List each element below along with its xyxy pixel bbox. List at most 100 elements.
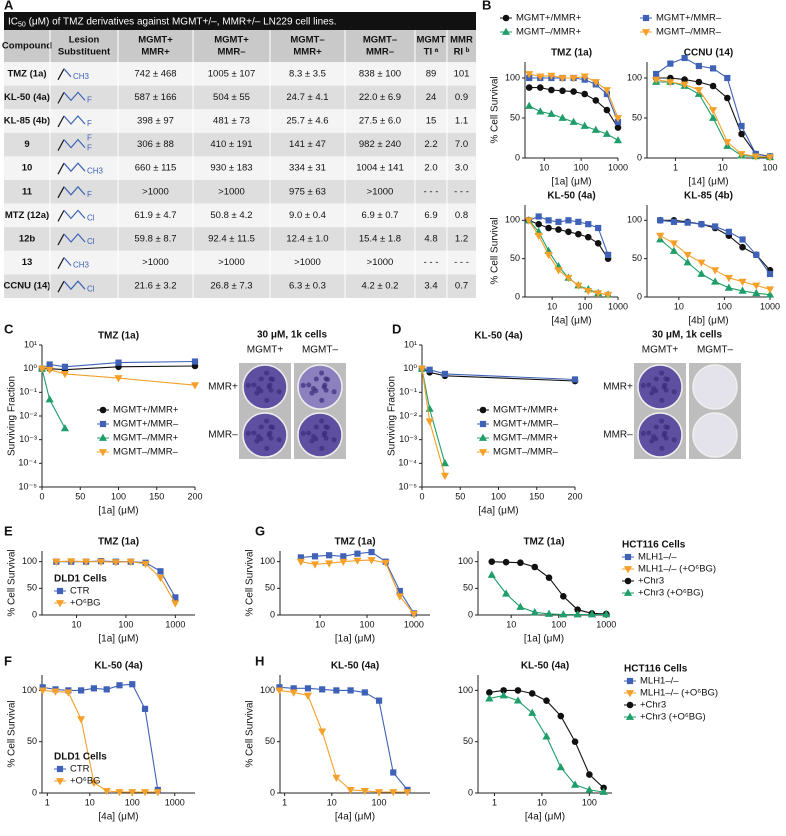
colony xyxy=(264,445,270,451)
table-cell: 4.2 ± 0.2 xyxy=(362,281,399,292)
lesion-atom: F xyxy=(87,190,92,199)
panel-label: F xyxy=(4,653,12,668)
x-tick-label: 150 xyxy=(529,491,544,501)
chart-title: CCNU (14) xyxy=(684,48,733,59)
y-tick-label: 10⁰ xyxy=(23,363,37,373)
x-tick-label: 0 xyxy=(419,491,424,501)
marker xyxy=(534,232,543,240)
marker xyxy=(683,258,692,266)
marker xyxy=(584,287,593,296)
marker xyxy=(426,366,433,373)
legend-label: MGMT–/MMR+ xyxy=(493,433,559,444)
marker xyxy=(524,217,533,225)
marker xyxy=(709,113,718,121)
bond xyxy=(57,92,65,104)
y-tick-label: 100 xyxy=(260,685,275,695)
marker xyxy=(711,277,720,285)
table-cell: 0.9 xyxy=(455,92,468,103)
lesion-chain xyxy=(63,257,72,266)
x-axis-label: [1a] (μM) xyxy=(335,634,375,645)
marker xyxy=(354,550,361,557)
compound: 9 xyxy=(24,139,29,150)
marker xyxy=(695,62,702,70)
colony xyxy=(251,382,257,388)
marker xyxy=(326,552,333,559)
marker xyxy=(739,243,746,251)
marker xyxy=(333,687,340,694)
colony xyxy=(264,397,270,403)
y-tick-label: 50 xyxy=(463,736,473,746)
marker xyxy=(709,82,717,90)
colony-column: MGMT+ xyxy=(642,345,679,356)
marker xyxy=(547,72,556,80)
marker xyxy=(697,269,706,277)
compound: 12b xyxy=(19,234,36,245)
y-tick-label: 100 xyxy=(22,685,37,695)
series-line xyxy=(421,368,446,464)
marker xyxy=(565,217,572,224)
marker xyxy=(554,267,563,275)
marker xyxy=(64,689,73,697)
compound: KL-50 (4a) xyxy=(4,92,50,103)
marker xyxy=(599,787,608,795)
marker xyxy=(67,558,76,566)
marker xyxy=(153,789,162,797)
y-tick-label: 10⁻¹ xyxy=(19,387,37,397)
marker xyxy=(698,221,705,228)
marker xyxy=(126,558,135,566)
marker xyxy=(580,73,589,81)
table-cell: 2.0 xyxy=(424,163,437,174)
marker xyxy=(670,218,678,225)
table-header: MMR– xyxy=(366,47,394,58)
marker xyxy=(569,75,578,83)
marker xyxy=(525,84,533,91)
marker xyxy=(669,246,678,254)
legend-label: +Chr3 xyxy=(638,576,664,587)
table-cell: 92.4 ± 11.5 xyxy=(208,234,255,245)
lesion-atom: CH3 xyxy=(73,261,90,270)
y-tick-label: 100 xyxy=(22,556,37,566)
x-tick-label: 150 xyxy=(149,491,164,501)
y-tick-label: 0 xyxy=(637,291,642,301)
marker xyxy=(613,136,623,144)
lesion-chain xyxy=(63,138,86,149)
table-cell: 59.8 ± 8.7 xyxy=(134,234,176,245)
x-tick-label: 10 xyxy=(547,301,557,311)
compound: 11 xyxy=(22,186,33,197)
legend-label: MGMT–/MMR– xyxy=(656,27,722,38)
marker xyxy=(543,697,550,704)
legend-label: MGMT+/MMR– xyxy=(656,13,722,24)
marker xyxy=(116,682,123,689)
x-tick-label: 10 xyxy=(327,797,337,807)
table-cell: 838 ± 100 xyxy=(359,68,401,79)
colony xyxy=(323,435,329,441)
legend-label: +O⁶BG xyxy=(70,598,101,609)
marker xyxy=(488,558,496,565)
colony xyxy=(662,430,668,436)
table-cell: 101 xyxy=(454,68,470,79)
colony xyxy=(651,434,657,440)
colony xyxy=(300,382,306,388)
table-row-bg xyxy=(4,156,476,180)
y-tick-label: 100 xyxy=(627,72,642,82)
marker xyxy=(425,418,434,426)
marker xyxy=(530,608,539,616)
series-line xyxy=(489,694,604,793)
x-tick-label: 100 xyxy=(551,619,566,629)
marker xyxy=(514,687,522,694)
table-row-bg xyxy=(4,132,476,157)
marker xyxy=(82,558,91,566)
marker xyxy=(441,370,449,378)
lesion-atom: F xyxy=(87,134,92,143)
colony xyxy=(245,382,251,388)
y-axis-label: Surviving Fraction xyxy=(7,376,18,456)
marker xyxy=(623,588,633,596)
marker xyxy=(625,690,635,698)
y-tick-label: 10⁰ xyxy=(403,363,417,373)
y-tick-label: 100 xyxy=(505,215,520,225)
marker xyxy=(156,574,165,582)
marker xyxy=(586,771,593,778)
x-tick-label: 100 xyxy=(125,797,140,807)
marker xyxy=(558,75,567,83)
well xyxy=(297,412,343,458)
